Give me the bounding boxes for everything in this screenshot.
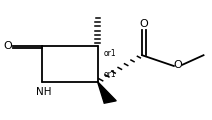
Text: O: O xyxy=(139,19,148,29)
Text: or1: or1 xyxy=(104,49,117,58)
Text: NH: NH xyxy=(36,87,51,97)
Polygon shape xyxy=(98,82,116,103)
Text: O: O xyxy=(3,41,12,51)
Text: O: O xyxy=(174,60,183,70)
Text: or1: or1 xyxy=(104,70,117,79)
